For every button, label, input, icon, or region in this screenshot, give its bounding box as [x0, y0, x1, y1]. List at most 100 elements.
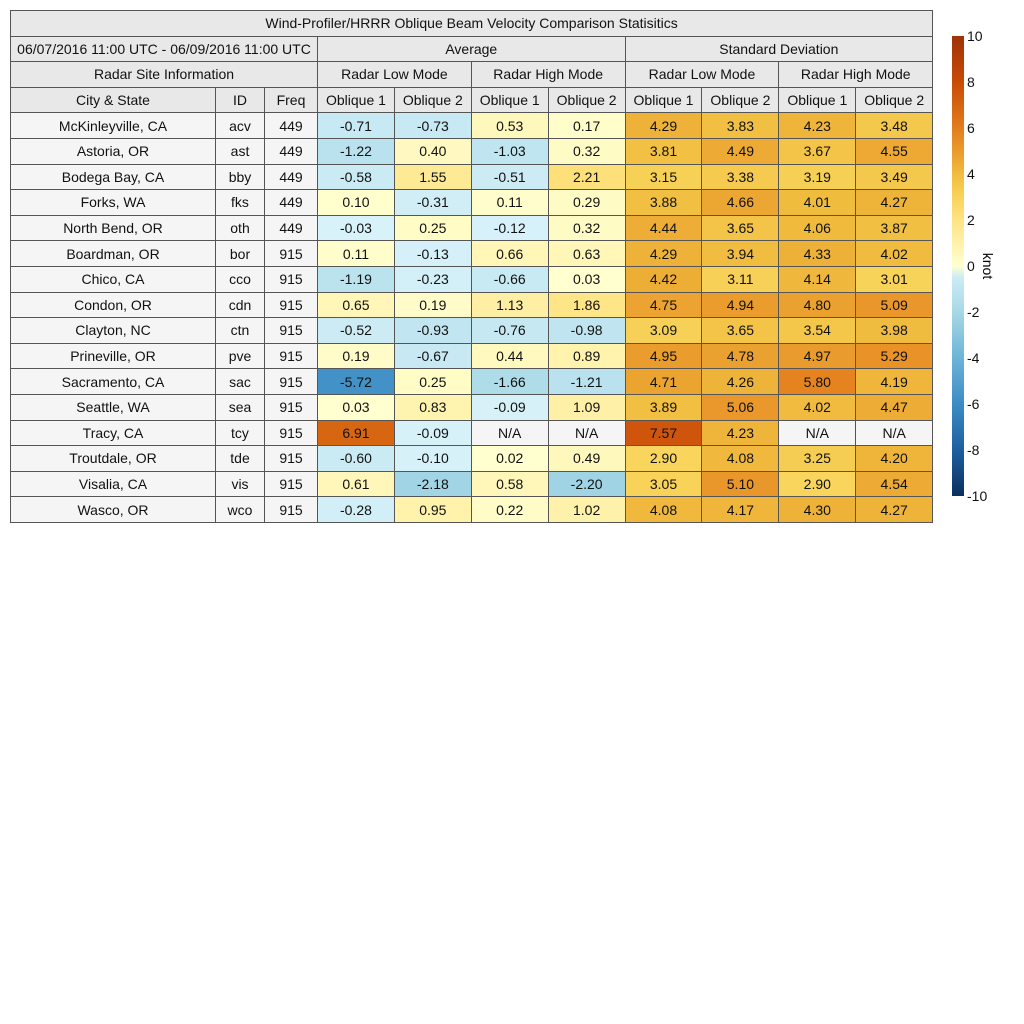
column-header: Oblique 1: [470, 86, 549, 114]
freq-cell: 915: [264, 419, 318, 447]
value-cell: 0.44: [470, 342, 549, 370]
table-row: Tracy, CA tcy 915 6.91 -0.09 N/A N/A 7.57 4.23 N/…: [10, 419, 934, 447]
value-cell: N/A: [470, 419, 549, 447]
value-cell: 6.91: [317, 419, 395, 447]
value-cell: 0.17: [547, 112, 626, 139]
freq-cell: 915: [264, 265, 318, 293]
value-cell: -1.66: [470, 368, 549, 395]
value-cell: 3.38: [701, 163, 780, 191]
value-cell: N/A: [855, 419, 934, 447]
column-header: ID: [215, 86, 265, 114]
mode-header: Radar Low Mode: [624, 61, 780, 88]
value-cell: 4.75: [624, 291, 703, 319]
table-row: Wasco, OR wco 915 -0.28 0.95 0.22 1.02 4.08 4.17…: [10, 496, 934, 523]
city-cell: Condon, OR: [10, 291, 216, 319]
value-cell: -0.71: [317, 112, 395, 139]
value-cell: 4.94: [701, 291, 780, 319]
table-row: Clayton, NC ctn 915 -0.52 -0.93 -0.76 -0.98 3.0…: [10, 317, 934, 344]
value-cell: -0.23: [393, 265, 472, 293]
value-cell: 3.67: [778, 137, 857, 165]
freq-cell: 449: [264, 137, 318, 165]
colorbar-tick: -10: [967, 488, 988, 504]
colorbar: [952, 36, 964, 496]
colorbar-tick: 2: [967, 212, 975, 228]
column-header: Oblique 1: [778, 86, 857, 114]
freq-cell: 915: [264, 470, 318, 498]
value-cell: 0.63: [547, 240, 626, 267]
city-cell: Prineville, OR: [10, 342, 216, 370]
value-cell: 0.32: [547, 214, 626, 242]
value-cell: N/A: [547, 419, 626, 447]
value-cell: -5.72: [317, 368, 395, 395]
value-cell: 3.49: [855, 163, 934, 191]
city-cell: North Bend, OR: [10, 214, 216, 242]
value-cell: 4.30: [778, 496, 857, 523]
id-cell: sea: [215, 393, 265, 421]
freq-cell: 449: [264, 163, 318, 191]
value-cell: 1.55: [393, 163, 472, 191]
value-cell: 4.80: [778, 291, 857, 319]
value-cell: 4.66: [701, 189, 780, 216]
id-cell: acv: [215, 112, 265, 139]
column-header: Oblique 2: [701, 86, 780, 114]
id-cell: tde: [215, 445, 265, 472]
column-header: Oblique 2: [393, 86, 472, 114]
city-cell: Troutdale, OR: [10, 445, 216, 472]
id-cell: cco: [215, 265, 265, 293]
value-cell: 5.10: [701, 470, 780, 498]
column-header: Oblique 1: [317, 86, 395, 114]
colorbar-tick: 4: [967, 166, 975, 182]
value-cell: 3.88: [624, 189, 703, 216]
value-cell: 3.48: [855, 112, 934, 139]
value-cell: 4.06: [778, 214, 857, 242]
city-cell: Boardman, OR: [10, 240, 216, 267]
value-cell: 3.05: [624, 470, 703, 498]
value-cell: 1.09: [547, 393, 626, 421]
value-cell: -0.67: [393, 342, 472, 370]
value-cell: 4.54: [855, 470, 934, 498]
id-cell: tcy: [215, 419, 265, 447]
value-cell: 0.95: [393, 496, 472, 523]
freq-cell: 915: [264, 368, 318, 395]
group-average: Average: [317, 35, 626, 63]
table-row: Prineville, OR pve 915 0.19 -0.67 0.44 0.89 4.9…: [10, 342, 934, 370]
freq-cell: 915: [264, 317, 318, 344]
id-cell: bby: [215, 163, 265, 191]
value-cell: 3.54: [778, 317, 857, 344]
freq-cell: 449: [264, 112, 318, 139]
group-std: Standard Deviation: [624, 35, 934, 63]
value-cell: 4.97: [778, 342, 857, 370]
value-cell: 4.47: [855, 393, 934, 421]
table-row: McKinleyville, CA acv 449 -0.71 -0.73 0.53 0.1…: [10, 112, 934, 139]
column-header: Oblique 1: [624, 86, 703, 114]
city-cell: Tracy, CA: [10, 419, 216, 447]
city-cell: Chico, CA: [10, 265, 216, 293]
value-cell: 4.14: [778, 265, 857, 293]
colorbar-tick: -8: [967, 442, 980, 458]
colorbar-tick: -4: [967, 350, 980, 366]
value-cell: 4.01: [778, 189, 857, 216]
value-cell: 1.02: [547, 496, 626, 523]
value-cell: -0.60: [317, 445, 395, 472]
value-cell: -0.28: [317, 496, 395, 523]
value-cell: 0.49: [547, 445, 626, 472]
value-cell: 2.90: [778, 470, 857, 498]
column-header: City & State: [10, 86, 216, 114]
value-cell: 4.29: [624, 112, 703, 139]
value-cell: 0.83: [393, 393, 472, 421]
value-cell: 4.26: [701, 368, 780, 395]
colorbar-tick: -2: [967, 304, 980, 320]
value-cell: 0.10: [317, 189, 395, 216]
id-cell: ast: [215, 137, 265, 165]
id-cell: cdn: [215, 291, 265, 319]
value-cell: 1.13: [470, 291, 549, 319]
city-cell: Astoria, OR: [10, 137, 216, 165]
value-cell: -0.66: [470, 265, 549, 293]
table-row: Seattle, WA sea 915 0.03 0.83 -0.09 1.09 3.89 5.…: [10, 393, 934, 421]
value-cell: N/A: [778, 419, 857, 447]
value-cell: 5.29: [855, 342, 934, 370]
table-row: North Bend, OR oth 449 -0.03 0.25 -0.12 0.32 4.…: [10, 214, 934, 242]
value-cell: 0.25: [393, 214, 472, 242]
freq-cell: 449: [264, 189, 318, 216]
value-cell: -0.73: [393, 112, 472, 139]
